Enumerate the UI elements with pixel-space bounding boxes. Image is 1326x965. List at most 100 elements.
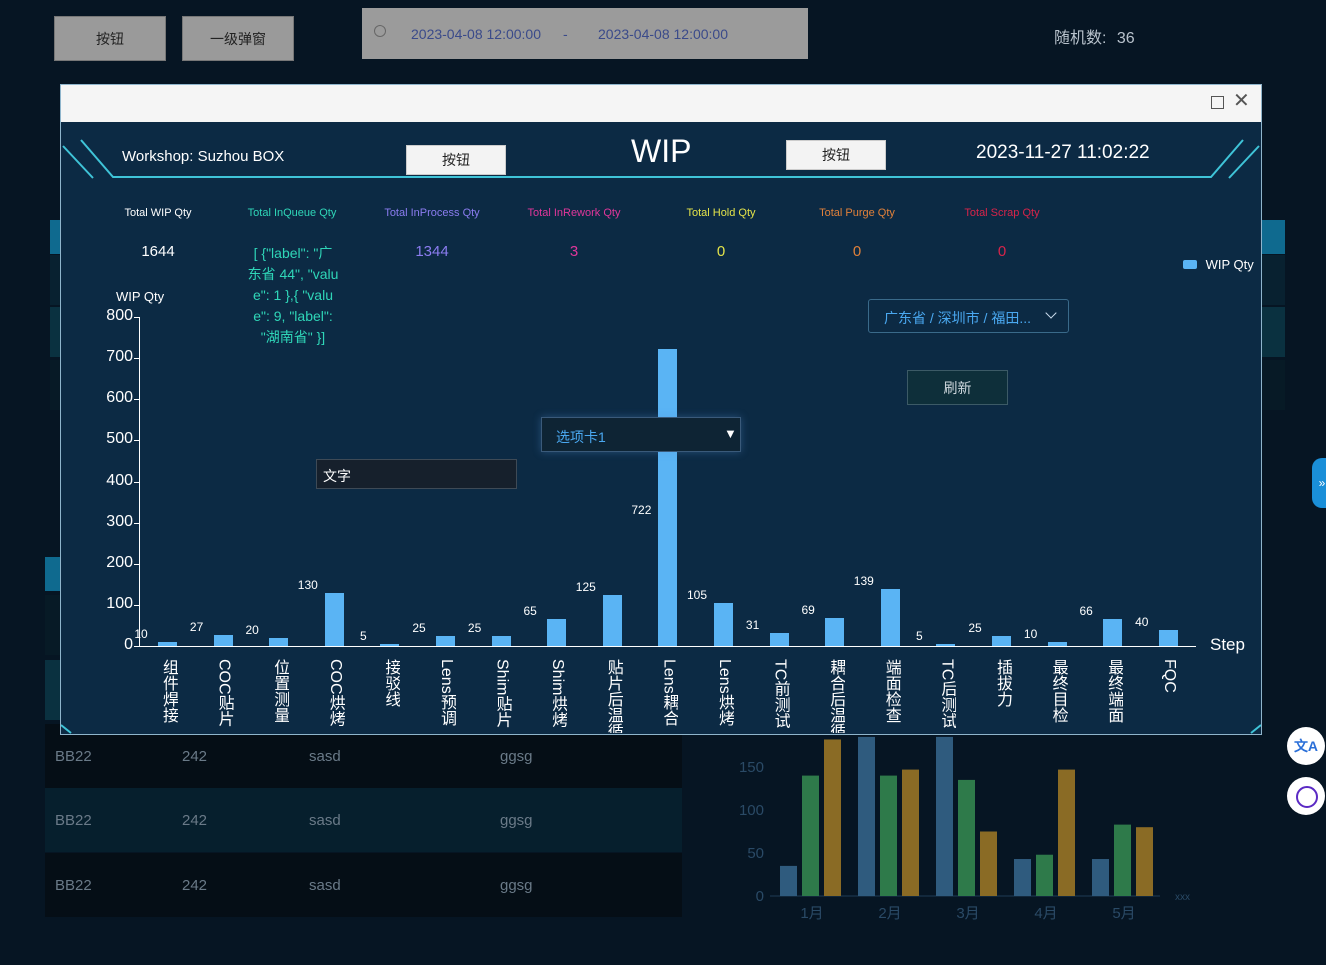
bar[interactable]: [769, 633, 789, 646]
bar[interactable]: [658, 349, 678, 646]
bg-bar: [780, 865, 797, 896]
x-tick-label: 组件焊接: [160, 659, 177, 723]
page-title: WIP: [631, 133, 692, 169]
bg-y-tick-label: 150: [739, 759, 764, 776]
x-tick-label: COC烘烤: [326, 659, 344, 727]
stat-label-total-wip: Total WIP Qty: [124, 207, 192, 219]
bar-value-label: 66: [1079, 603, 1093, 618]
y-tick-label: 300: [106, 512, 133, 530]
y-tick: [134, 358, 139, 360]
bar[interactable]: [158, 641, 177, 646]
bg-bar: [1092, 859, 1109, 896]
bar[interactable]: [436, 635, 455, 646]
x-tick-label: 贴片后温循: [604, 659, 622, 733]
bar[interactable]: [992, 635, 1011, 646]
y-tick-label: 0: [124, 636, 133, 653]
y-tick: [134, 522, 139, 524]
bg-bar: [1114, 824, 1131, 896]
x-tick-label: 最终端面: [1105, 659, 1123, 723]
y-tick-label: 200: [106, 553, 133, 571]
bg-x-tick-label: 4月: [1034, 905, 1057, 922]
x-tick-label: COC贴片: [215, 659, 233, 727]
stat-label-inqueue: Total InQueue Qty: [247, 207, 337, 219]
bar-value-label: 40: [1135, 614, 1149, 629]
x-tick-label: 位置测量: [271, 659, 289, 723]
bar-value-label: 10: [1023, 626, 1038, 641]
bar[interactable]: [825, 617, 845, 646]
select-value: 选项卡1: [556, 429, 606, 445]
bar[interactable]: [714, 602, 733, 646]
bg-bar: [958, 779, 975, 896]
bar-value-label: 31: [745, 618, 760, 633]
background-button[interactable]: 按钮: [54, 16, 166, 61]
bar[interactable]: [1103, 618, 1123, 646]
chevron-down-icon: [1045, 307, 1057, 319]
x-tick-label: 耦合后温循: [827, 659, 845, 733]
wip-dialog: ✕ Workshop: Suzhou BOX 按钮 WIP 按钮 2023-11…: [60, 84, 1262, 735]
bar-value-label: 5: [916, 628, 923, 643]
chart-legend[interactable]: WIP Qty: [1183, 257, 1254, 272]
bar[interactable]: [380, 643, 400, 646]
bg-y-tick-label: 0: [756, 888, 764, 905]
text-input-value: 文字: [323, 468, 351, 484]
bar[interactable]: [1158, 629, 1178, 646]
tab-select[interactable]: 选项卡1 ▼: [541, 417, 741, 452]
legend-swatch: [1183, 260, 1197, 269]
bar-value-label: 125: [575, 579, 596, 594]
expand-tab[interactable]: »: [1312, 458, 1326, 508]
maximize-icon[interactable]: [1211, 96, 1224, 109]
y-tick: [134, 563, 139, 565]
bar[interactable]: [547, 619, 567, 646]
bg-x-tick-label: 1月: [800, 905, 823, 922]
translate-icon: 文A: [1293, 738, 1319, 754]
workshop-label: Workshop:: [122, 148, 194, 165]
stat-value-total-wip: 1644: [141, 243, 175, 260]
translate-button[interactable]: 文A: [1287, 727, 1325, 765]
bg-bar: [824, 739, 841, 896]
bg-y-tick-label: 100: [739, 802, 764, 819]
bar[interactable]: [213, 634, 233, 646]
bar[interactable]: [269, 637, 289, 646]
bar-value-label: 25: [968, 620, 982, 635]
y-tick-label: 100: [106, 594, 133, 612]
stat-label-hold: Total Hold Qty: [686, 207, 756, 219]
y-tick-label: 600: [106, 389, 133, 407]
stat-value-hold: 0: [716, 243, 726, 260]
close-icon[interactable]: ✕: [1233, 90, 1250, 112]
bar[interactable]: [936, 643, 956, 646]
bg-bar: [980, 831, 997, 896]
header-right-button[interactable]: 按钮: [786, 140, 886, 170]
bar[interactable]: [602, 594, 622, 646]
date-range-picker[interactable]: 2023-04-08 12:00:00 - 2023-04-08 12:00:0…: [362, 8, 808, 59]
bg-bar: [936, 736, 953, 896]
assistant-button[interactable]: [1287, 777, 1325, 815]
bg-bar: [902, 769, 919, 896]
y-tick-label: 500: [106, 430, 133, 448]
bar[interactable]: [880, 588, 900, 646]
refresh-button[interactable]: 刷新: [907, 370, 1008, 405]
bg-bar: [1014, 859, 1031, 896]
y-tick-label: 400: [106, 471, 133, 489]
random-value: 36: [1116, 30, 1135, 47]
region-cascader[interactable]: 广东省 / 深圳市 / 福田...: [868, 299, 1069, 333]
bar-value-label: 139: [853, 573, 874, 588]
x-tick-label: Shim贴片: [493, 659, 511, 728]
text-input[interactable]: 文字: [316, 459, 517, 489]
x-tick-label: Lens耦合: [660, 659, 678, 726]
bar[interactable]: [324, 592, 344, 646]
bg-x-tick-label: 2月: [878, 905, 901, 922]
stat-value-inrework: 3: [569, 243, 579, 260]
legend-label: WIP Qty: [1205, 257, 1254, 272]
header-left-button[interactable]: 按钮: [406, 145, 506, 175]
bar-value-label: 27: [189, 619, 204, 634]
stat-label-scrap: Total Scrap Qty: [964, 207, 1040, 219]
open-dialog-button[interactable]: 一级弹窗: [182, 16, 294, 61]
bg-bar: [1136, 827, 1153, 896]
bar[interactable]: [491, 635, 511, 646]
x-tick-label: Lens烘烤: [716, 659, 733, 726]
bg-bar: [1036, 854, 1053, 896]
bar[interactable]: [1047, 641, 1067, 646]
y-tick: [134, 646, 139, 647]
x-tick-label: 插拔力: [994, 659, 1011, 707]
y-tick: [134, 440, 139, 442]
